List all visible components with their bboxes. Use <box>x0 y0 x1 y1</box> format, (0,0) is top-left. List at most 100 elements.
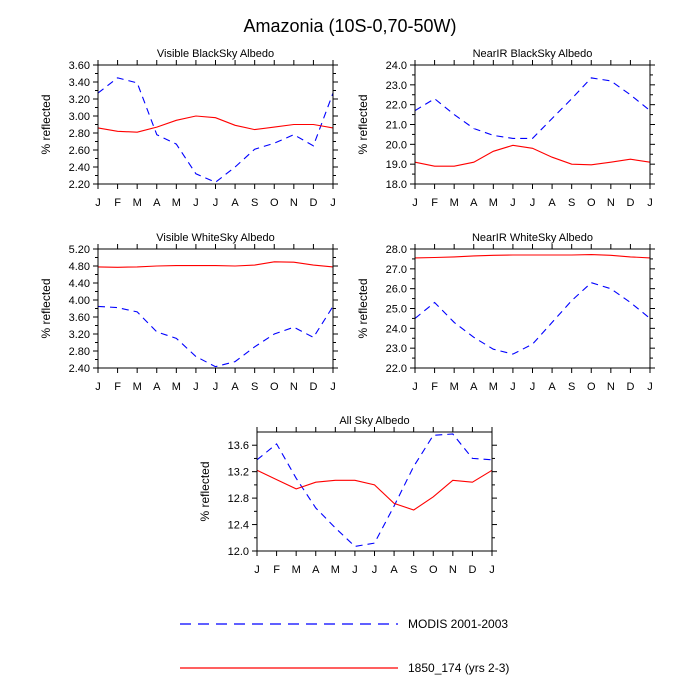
series-line-modis-2001-2003 <box>97 305 334 368</box>
y-tick-label: 24.0 <box>386 323 407 335</box>
panel-nearir-blacksky-albedo: NearIR BlackSky Albedo 18.0 19.0 20.0 21.0 22… <box>356 48 655 209</box>
x-tick-label: O <box>429 564 438 576</box>
figure-title: Amazonia (10S-0,70-50W) <box>243 16 456 36</box>
x-tick-label: A <box>470 197 478 209</box>
x-tick-label: S <box>568 197 575 209</box>
x-tick-label: J <box>95 197 101 209</box>
y-tick-label: 2.80 <box>69 128 90 140</box>
y-tick-label: 23.0 <box>386 80 407 92</box>
x-tick-label: O <box>270 197 279 209</box>
x-tick-label: M <box>489 381 498 393</box>
x-tick-label: A <box>390 564 398 576</box>
x-tick-label: F <box>273 564 280 576</box>
x-tick-label: J <box>647 197 653 209</box>
x-tick-label: D <box>309 197 317 209</box>
y-tick-label: 26.0 <box>386 284 407 296</box>
x-tick-label: M <box>172 381 181 393</box>
y-tick-label: 28.0 <box>386 244 407 256</box>
x-tick-label: F <box>431 197 438 209</box>
x-tick-label: A <box>231 381 239 393</box>
panel-title: All Sky Albedo <box>339 415 409 427</box>
x-tick-label: J <box>352 564 358 576</box>
panel-title: Visible BlackSky Albedo <box>157 48 274 60</box>
y-tick-label: 4.00 <box>69 295 90 307</box>
x-tick-label: J <box>193 381 199 393</box>
series-line-modis-2001-2003 <box>97 77 334 183</box>
x-tick-label: J <box>254 564 260 576</box>
y-tick-label: 23.0 <box>386 343 407 355</box>
legend-label-modis: MODIS 2001-2003 <box>408 617 508 631</box>
y-tick-label: 12.0 <box>228 546 249 558</box>
x-tick-label: M <box>450 197 459 209</box>
y-tick-label: 3.00 <box>69 111 90 123</box>
x-tick-label: N <box>290 197 298 209</box>
y-tick-label: 27.0 <box>386 264 407 276</box>
x-tick-label: J <box>412 197 418 209</box>
x-tick-label: J <box>510 197 516 209</box>
series-line-1850-174-yrs-2-3 <box>97 261 334 268</box>
y-axis-label: % reflected <box>356 278 370 338</box>
x-tick-label: D <box>626 197 634 209</box>
y-tick-label: 22.0 <box>386 363 407 375</box>
y-tick-label: 24.0 <box>386 60 407 72</box>
x-tick-label: A <box>470 381 478 393</box>
y-tick-label: 22.0 <box>386 100 407 112</box>
x-tick-label: J <box>193 197 199 209</box>
y-tick-label: 4.40 <box>69 278 90 290</box>
x-tick-label: M <box>331 564 340 576</box>
y-tick-label: 2.40 <box>69 363 90 375</box>
y-tick-label: 25.0 <box>386 304 407 316</box>
series-line-modis-2001-2003 <box>414 282 651 355</box>
x-tick-label: M <box>133 197 142 209</box>
y-tick-label: 2.20 <box>69 179 90 191</box>
y-tick-label: 21.0 <box>386 120 407 132</box>
series-line-1850-174-yrs-2-3 <box>414 254 651 259</box>
x-tick-label: N <box>449 564 457 576</box>
plot-frame <box>414 248 651 369</box>
y-tick-label: 3.60 <box>69 60 90 72</box>
y-tick-label: 3.40 <box>69 77 90 89</box>
y-tick-label: 3.20 <box>69 94 90 106</box>
x-tick-label: F <box>114 197 121 209</box>
x-tick-label: J <box>330 381 336 393</box>
x-tick-label: O <box>587 381 596 393</box>
x-tick-label: S <box>251 197 258 209</box>
x-tick-label: J <box>647 381 653 393</box>
x-tick-label: M <box>489 197 498 209</box>
panel-title: Visible WhiteSky Albedo <box>156 232 274 244</box>
panel-visible-blacksky-albedo: Visible BlackSky Albedo 2.20 2.40 2.60 2.80 3… <box>39 48 338 209</box>
x-tick-label: N <box>607 381 615 393</box>
plot-frame <box>97 248 334 369</box>
y-axis-label: % reflected <box>39 94 53 154</box>
y-tick-label: 3.20 <box>69 329 90 341</box>
x-tick-label: M <box>172 197 181 209</box>
series-line-modis-2001-2003 <box>414 77 651 139</box>
series-line-1850-174-yrs-2-3 <box>97 115 334 133</box>
series-line-1850-174-yrs-2-3 <box>414 144 651 167</box>
y-tick-label: 13.2 <box>228 467 249 479</box>
x-tick-label: A <box>153 197 161 209</box>
x-tick-label: S <box>251 381 258 393</box>
x-tick-label: D <box>626 381 634 393</box>
x-tick-label: J <box>213 197 219 209</box>
plot-frame <box>256 431 493 552</box>
x-tick-label: S <box>568 381 575 393</box>
y-tick-label: 4.80 <box>69 261 90 273</box>
y-tick-label: 12.4 <box>228 520 249 532</box>
x-tick-label: J <box>213 381 219 393</box>
y-tick-label: 19.0 <box>386 159 407 171</box>
x-tick-label: N <box>607 197 615 209</box>
x-tick-label: A <box>153 381 161 393</box>
y-tick-label: 20.0 <box>386 139 407 151</box>
x-tick-label: O <box>587 197 596 209</box>
plot-frame <box>414 64 651 185</box>
x-tick-label: A <box>231 197 239 209</box>
x-tick-label: J <box>95 381 101 393</box>
series-line-modis-2001-2003 <box>256 433 493 547</box>
x-tick-label: F <box>431 381 438 393</box>
y-tick-label: 2.80 <box>69 346 90 358</box>
x-tick-label: J <box>510 381 516 393</box>
series-line-1850-174-yrs-2-3 <box>256 469 493 511</box>
